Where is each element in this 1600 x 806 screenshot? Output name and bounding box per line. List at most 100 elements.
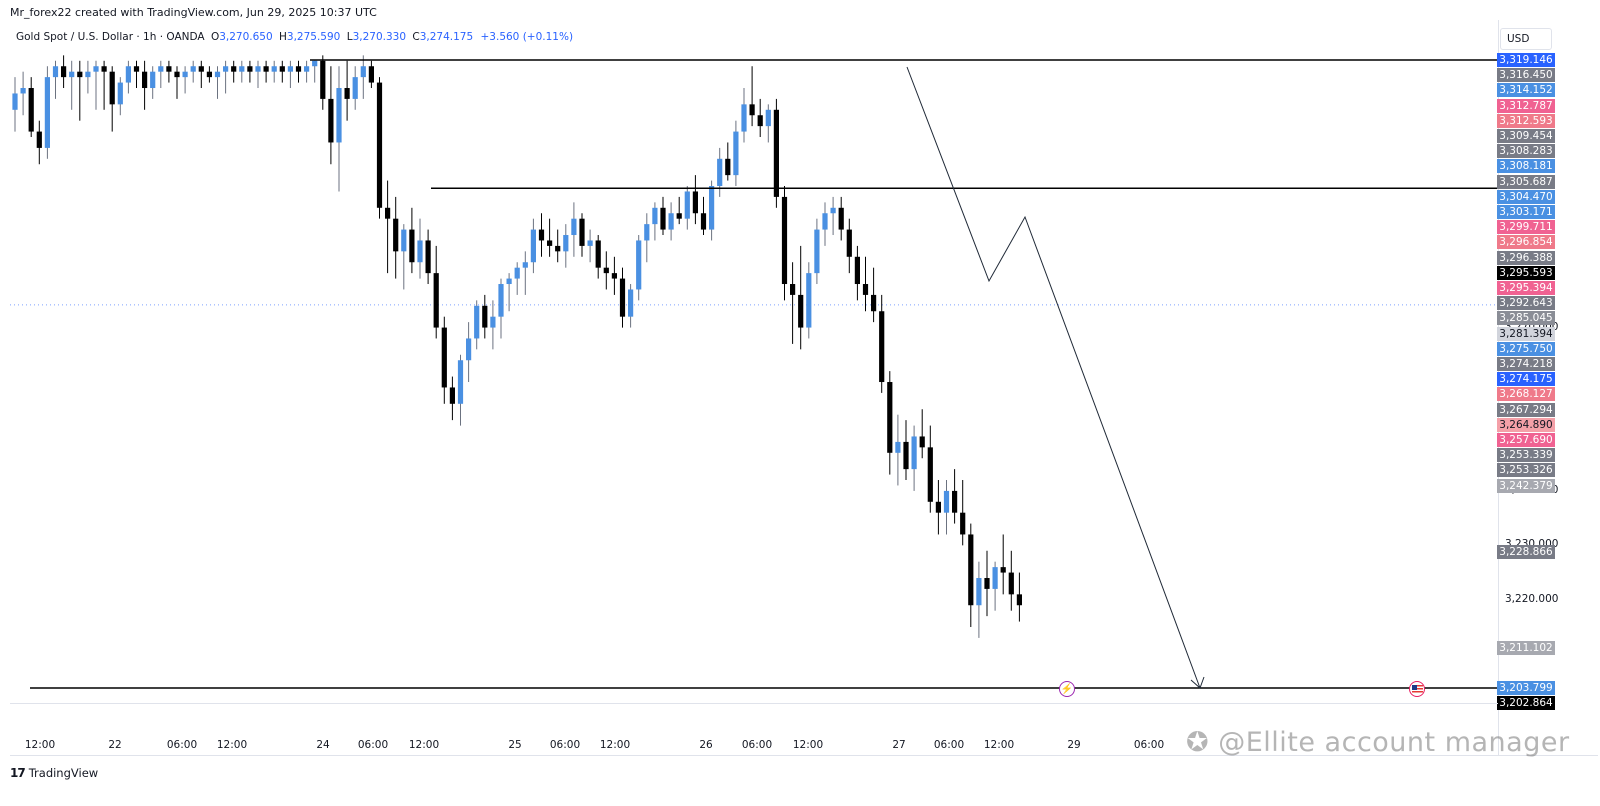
- candle-body: [960, 512, 966, 535]
- price-axis-label: 3,274.175: [1497, 372, 1555, 387]
- candle-body: [425, 240, 431, 274]
- price-axis-label: 3,268.127: [1497, 387, 1555, 402]
- price-axis-label: 3,292.643: [1497, 296, 1555, 311]
- time-axis-label: 06:00: [933, 739, 965, 751]
- candle-body: [166, 66, 172, 72]
- price-axis-label: 3,281.394: [1497, 326, 1555, 341]
- candle-body: [231, 66, 237, 72]
- tv-logo-icon: 17: [10, 766, 26, 780]
- candle-body: [409, 229, 415, 263]
- candle-body: [441, 327, 447, 388]
- time-axis-label: 06:00: [549, 739, 581, 751]
- candle-body: [198, 66, 204, 72]
- candle-body: [449, 387, 455, 404]
- price-axis-label: 3,312.787: [1497, 98, 1555, 113]
- price-axis-label: 3,285.045: [1497, 311, 1555, 326]
- candle-body: [684, 191, 690, 219]
- candle-body: [563, 235, 569, 252]
- candle-body: [806, 273, 812, 328]
- symbol-legend[interactable]: Gold Spot / U.S. Dollar · 1h · OANDA O 3,…: [16, 31, 573, 43]
- candle-body: [822, 213, 828, 230]
- candle-body: [295, 66, 302, 72]
- candle-body: [790, 284, 796, 295]
- event-lightning-icon[interactable]: ⚡: [1059, 681, 1075, 697]
- candle-body: [538, 229, 545, 241]
- candle-body: [879, 311, 885, 383]
- candle-body: [798, 294, 804, 328]
- candle-body: [393, 218, 399, 252]
- candle-body: [12, 93, 18, 110]
- currency-button[interactable]: USD: [1500, 28, 1552, 50]
- watermark: ✪ @Ellite account manager: [1186, 727, 1570, 758]
- candle-body: [466, 338, 472, 361]
- time-axis-label: 12:00: [792, 739, 824, 751]
- projection-arrowhead: [1190, 676, 1205, 689]
- price-axis-label: 3,202.864: [1497, 696, 1555, 711]
- open-key: O: [210, 31, 220, 43]
- candle-body: [36, 131, 42, 148]
- candle-body: [328, 98, 334, 143]
- chart-pane[interactable]: [10, 20, 1498, 703]
- price-axis-label: 3,203.799: [1497, 681, 1555, 695]
- candlestick-chart[interactable]: [10, 20, 1498, 703]
- time-axis-label: 12:00: [216, 739, 248, 751]
- time-axis-bottom-border: [10, 755, 1598, 756]
- candle-body: [28, 88, 34, 132]
- time-axis-top-border: [10, 703, 1498, 704]
- price-axis-label: 3,314.152: [1497, 83, 1555, 98]
- price-axis-label: 3,295.394: [1497, 281, 1555, 295]
- candle-body: [44, 77, 50, 148]
- price-axis-label: 3,308.283: [1497, 144, 1555, 159]
- candle-body: [547, 240, 553, 246]
- candle-body: [603, 267, 609, 274]
- candle-body: [376, 82, 383, 208]
- price-axis-label: 3,319.146: [1497, 53, 1555, 67]
- candle-body: [69, 71, 75, 78]
- price-axis-label: 3,264.890: [1497, 417, 1555, 432]
- candle-body: [717, 158, 723, 187]
- candle-body: [498, 284, 504, 317]
- candle-body: [271, 66, 277, 72]
- candle-body: [781, 196, 788, 285]
- candle-body: [773, 109, 779, 197]
- symbol-name[interactable]: Gold Spot / U.S. Dollar · 1h · OANDA: [16, 31, 205, 43]
- time-axis-label: 12:00: [599, 739, 631, 751]
- price-axis-label: 3,253.339: [1497, 448, 1555, 463]
- candle-body: [571, 218, 577, 236]
- candle-body: [360, 66, 366, 78]
- candle-body: [660, 207, 666, 230]
- candle-body: [506, 278, 512, 285]
- price-axis-label: 3,296.854: [1497, 235, 1555, 250]
- us-flag-icon[interactable]: [1409, 681, 1425, 697]
- candle-body: [741, 104, 747, 132]
- candle-body: [214, 71, 221, 78]
- candle-body: [223, 66, 229, 72]
- candle-body: [644, 224, 650, 241]
- time-axis-label: 24: [316, 739, 330, 751]
- candle-body: [101, 66, 107, 72]
- candle-body: [968, 534, 974, 606]
- low-value: 3,270.330: [352, 31, 407, 43]
- tradingview-logo[interactable]: 17 TradingView: [10, 766, 99, 780]
- price-tick-label: 3,220.000: [1505, 592, 1559, 605]
- candle-body: [287, 66, 293, 72]
- time-axis-label: 12:00: [408, 739, 440, 751]
- candle-body: [20, 88, 26, 94]
- price-axis-label: 3,211.102: [1497, 641, 1555, 656]
- candle-body: [109, 71, 115, 105]
- candle-body: [117, 82, 123, 105]
- candle-body: [174, 71, 180, 78]
- time-axis-label: 29: [1067, 739, 1081, 751]
- candle-body: [733, 131, 739, 176]
- candle-body: [255, 66, 261, 72]
- candle-body: [765, 109, 771, 127]
- candle-body: [709, 186, 715, 230]
- candle-body: [312, 60, 318, 67]
- candle-body: [401, 229, 407, 252]
- candle-body: [636, 240, 642, 290]
- candle-body: [887, 382, 893, 453]
- candle-body: [903, 441, 909, 470]
- candle-body: [457, 360, 464, 404]
- candle-body: [182, 71, 188, 78]
- candle-body: [263, 66, 269, 72]
